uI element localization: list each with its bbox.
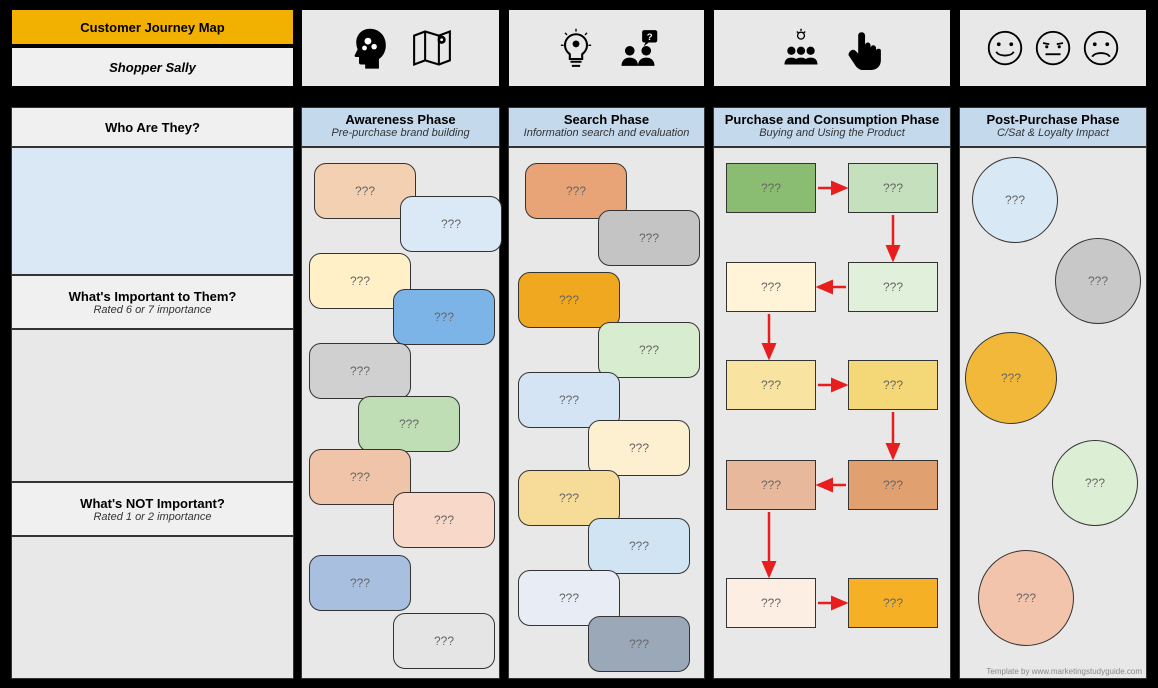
post-circle: ??? — [965, 332, 1057, 424]
awareness-card: ??? — [309, 343, 411, 399]
awareness-card: ??? — [309, 555, 411, 611]
post-icons — [959, 9, 1147, 87]
purchase-box: ??? — [848, 360, 938, 410]
map-title: Customer Journey Map — [11, 9, 294, 45]
search-icons: ? — [508, 9, 705, 87]
search-card: ??? — [588, 420, 690, 476]
sidebar-important-body — [11, 329, 294, 482]
people-question-icon: ? — [616, 26, 660, 70]
sad-face-icon — [1081, 28, 1121, 68]
sidebar-notimportant-body — [11, 536, 294, 679]
post-circle: ??? — [972, 157, 1058, 243]
purchase-box: ??? — [848, 460, 938, 510]
sidebar-notimportant-header: What's NOT Important? Rated 1 or 2 impor… — [11, 482, 294, 536]
template-credit: Template by www.marketingstudyguide.com — [986, 667, 1142, 676]
svg-text:?: ? — [646, 32, 652, 43]
post-circle: ??? — [1052, 440, 1138, 526]
purchase-box: ??? — [848, 163, 938, 213]
sidebar-who-body — [11, 147, 294, 275]
head-gears-icon — [348, 26, 392, 70]
awareness-card: ??? — [393, 492, 495, 548]
smile-face-icon — [985, 28, 1025, 68]
purchase-box: ??? — [726, 262, 816, 312]
awareness-icons — [301, 9, 500, 87]
purchase-box: ??? — [726, 163, 816, 213]
search-card: ??? — [588, 616, 690, 672]
search-card: ??? — [588, 518, 690, 574]
awareness-phase-header: Awareness Phase Pre-purchase brand build… — [301, 107, 500, 147]
awareness-card: ??? — [358, 396, 460, 452]
purchase-box: ??? — [726, 460, 816, 510]
group-idea-icon — [779, 26, 823, 70]
purchase-box: ??? — [726, 360, 816, 410]
awareness-card: ??? — [400, 196, 502, 252]
purchase-box: ??? — [848, 578, 938, 628]
post-circle: ??? — [1055, 238, 1141, 324]
neutral-face-icon — [1033, 28, 1073, 68]
post-circle: ??? — [978, 550, 1074, 646]
persona-name: Shopper Sally — [11, 47, 294, 87]
search-phase-header: Search Phase Information search and eval… — [508, 107, 705, 147]
lightbulb-gear-icon — [554, 26, 598, 70]
awareness-card: ??? — [393, 289, 495, 345]
sidebar-important-header: What's Important to Them? Rated 6 or 7 i… — [11, 275, 294, 329]
purchase-phase-header: Purchase and Consumption Phase Buying an… — [713, 107, 951, 147]
post-phase-header: Post-Purchase Phase C/Sat & Loyalty Impa… — [959, 107, 1147, 147]
search-card: ??? — [598, 210, 700, 266]
search-card: ??? — [518, 272, 620, 328]
hand-icon — [841, 26, 885, 70]
purchase-box: ??? — [848, 262, 938, 312]
search-card: ??? — [598, 322, 700, 378]
purchase-icons — [713, 9, 951, 87]
sidebar-who-header: Who Are They? — [11, 107, 294, 147]
map-icon — [410, 26, 454, 70]
awareness-card: ??? — [393, 613, 495, 669]
purchase-box: ??? — [726, 578, 816, 628]
